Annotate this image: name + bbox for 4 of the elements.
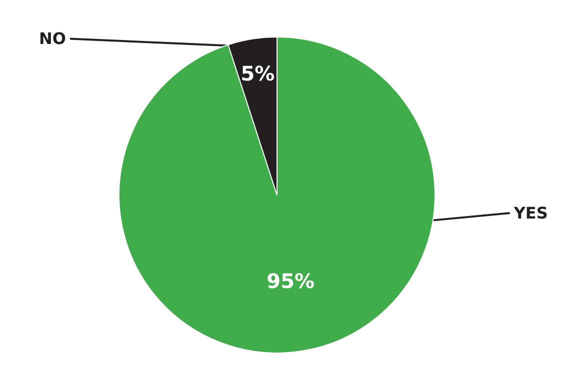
data-label: 95% <box>266 268 315 293</box>
slice-label: YES <box>512 204 548 223</box>
slice-label: NO <box>39 29 66 48</box>
data-label: 5% <box>240 61 275 86</box>
